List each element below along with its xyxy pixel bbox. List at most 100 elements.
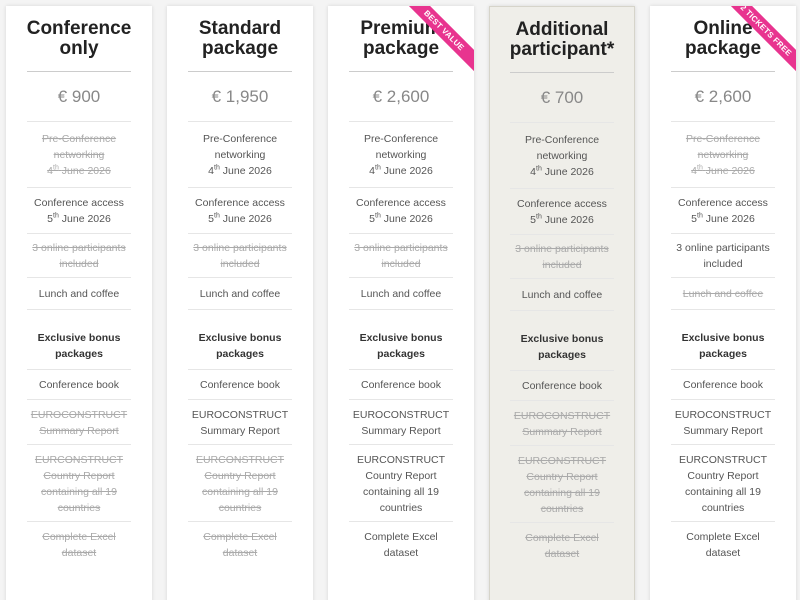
feature-text: Conference book — [683, 379, 763, 391]
feature-text: Lunch and coffee — [682, 288, 764, 300]
plan-price: € 1,950 — [167, 72, 313, 122]
feature-row: Conference book — [6, 370, 152, 400]
feature-text: Conference access — [678, 197, 768, 209]
plan-price: € 900 — [6, 72, 152, 122]
feature-text: 3 online participants included — [32, 242, 126, 270]
feature-row: Conference access 5th June 2026 — [490, 189, 634, 235]
feature-row: Exclusive bonus packages — [328, 322, 474, 370]
feature-text: Conference book — [39, 379, 119, 391]
feature-row: Pre-Conference networking 4th June 2026 — [6, 122, 152, 188]
feature-row: Exclusive bonus packages — [167, 322, 313, 370]
feature-row: EUROCONSTRUCT Summary Report — [167, 400, 313, 445]
date-day: 4 — [530, 166, 537, 178]
feature-row: Pre-Conference networking 4th June 2026 — [328, 122, 474, 188]
feature-text: Exclusive bonus packages — [681, 332, 765, 360]
date-day: 5 — [530, 214, 537, 226]
date-rest: June 2026 — [61, 165, 111, 177]
feature-row: Conference book — [490, 371, 634, 401]
feature-text: Conference book — [522, 380, 602, 392]
feature-text: EURCONSTRUCT Country Report containing a… — [517, 454, 607, 515]
feature-text: Exclusive bonus packages — [520, 333, 604, 361]
feature-text: Exclusive bonus packages — [198, 332, 282, 360]
feature-row: Lunch and coffee — [6, 278, 152, 310]
feature-row: 3 online participants included — [490, 235, 634, 279]
feature-row: 3 online participants included — [6, 234, 152, 278]
feature-row: Pre-Conference networking 4th June 2026 — [167, 122, 313, 188]
feature-text: Lunch and coffee — [521, 289, 603, 301]
feature-row: Lunch and coffee — [490, 279, 634, 311]
feature-text: Conference book — [200, 379, 280, 391]
date-rest: June 2026 — [383, 165, 433, 177]
feature-row: EUROCONSTRUCT Summary Report — [490, 401, 634, 446]
pricing-card: Standard package € 1,950 Pre-Conference ne… — [167, 6, 313, 600]
feature-date: 4th June 2026 — [208, 163, 272, 179]
feature-date: 5th June 2026 — [208, 211, 272, 227]
feature-text: Complete Excel dataset — [203, 531, 277, 559]
feature-row: Conference book — [328, 370, 474, 400]
feature-text: Complete Excel dataset — [686, 531, 760, 559]
feature-text: Lunch and coffee — [360, 288, 442, 300]
feature-row: EURCONSTRUCT Country Report containing a… — [328, 445, 474, 522]
feature-text: EUROCONSTRUCT Summary Report — [30, 408, 128, 437]
plan-title: Premium package — [328, 6, 474, 72]
date-day: 5 — [208, 213, 215, 225]
feature-date: 4th June 2026 — [530, 164, 594, 180]
feature-row: 3 online participants included — [328, 234, 474, 278]
feature-text: 3 online participants included — [676, 242, 770, 270]
feature-text: Exclusive bonus packages — [359, 332, 443, 360]
feature-row: EUROCONSTRUCT Summary Report — [6, 400, 152, 445]
plan-title: Online package — [650, 6, 796, 72]
feature-text: EUROCONSTRUCT Summary Report — [513, 409, 611, 438]
feature-text: Pre-Conference networking — [41, 133, 117, 161]
feature-row: Exclusive bonus packages — [490, 323, 634, 371]
date-ordinal: th — [536, 213, 542, 221]
feature-text: EURCONSTRUCT Country Report containing a… — [356, 453, 446, 514]
feature-row: Conference book — [650, 370, 796, 400]
feature-row: Complete Excel dataset — [328, 522, 474, 568]
feature-text: Complete Excel dataset — [364, 531, 438, 559]
plan-price: € 700 — [490, 73, 634, 123]
feature-text: Pre-Conference networking — [363, 133, 439, 161]
feature-row: Exclusive bonus packages — [6, 322, 152, 370]
pricing-card: Conference only € 900 Pre-Conference netwo… — [6, 6, 152, 600]
pricing-card: Additional participant* € 700 Pre-Conferen… — [489, 6, 635, 600]
feature-row: Lunch and coffee — [328, 278, 474, 310]
date-rest: June 2026 — [544, 214, 594, 226]
date-rest: June 2026 — [383, 213, 433, 225]
feature-row: EURCONSTRUCT Country Report containing a… — [6, 445, 152, 522]
date-ordinal: th — [53, 212, 59, 220]
plan-price: € 2,600 — [328, 72, 474, 122]
plan-price: € 2,600 — [650, 72, 796, 122]
feature-text: EURCONSTRUCT Country Report containing a… — [195, 453, 285, 514]
date-ordinal: th — [375, 212, 381, 220]
feature-row: Complete Excel dataset — [167, 522, 313, 568]
feature-text: EUROCONSTRUCT Summary Report — [674, 408, 772, 437]
plan-title: Conference only — [6, 6, 152, 72]
date-day: 5 — [47, 213, 54, 225]
feature-row: 3 online participants included — [167, 234, 313, 278]
feature-text: Conference access — [356, 197, 446, 209]
date-day: 4 — [208, 165, 215, 177]
date-ordinal: th — [697, 212, 703, 220]
feature-row: Conference access 5th June 2026 — [328, 188, 474, 234]
feature-row: Exclusive bonus packages — [650, 322, 796, 370]
date-day: 5 — [691, 213, 698, 225]
feature-text: 3 online participants included — [354, 242, 448, 270]
date-ordinal: th — [214, 212, 220, 220]
feature-row: Lunch and coffee — [167, 278, 313, 310]
feature-text: 3 online participants included — [193, 242, 287, 270]
feature-text: Conference book — [361, 379, 441, 391]
feature-text: Conference access — [195, 197, 285, 209]
feature-text: EUROCONSTRUCT Summary Report — [352, 408, 450, 437]
date-ordinal: th — [536, 165, 542, 173]
feature-text: Conference access — [517, 198, 607, 210]
feature-date: 5th June 2026 — [47, 211, 111, 227]
date-rest: June 2026 — [61, 213, 111, 225]
feature-row: Pre-Conference networking 4th June 2026 — [650, 122, 796, 188]
feature-text: Pre-Conference networking — [524, 134, 600, 162]
date-ordinal: th — [697, 164, 703, 172]
date-rest: June 2026 — [222, 213, 272, 225]
feature-text: Complete Excel dataset — [42, 531, 116, 559]
date-day: 5 — [369, 213, 376, 225]
